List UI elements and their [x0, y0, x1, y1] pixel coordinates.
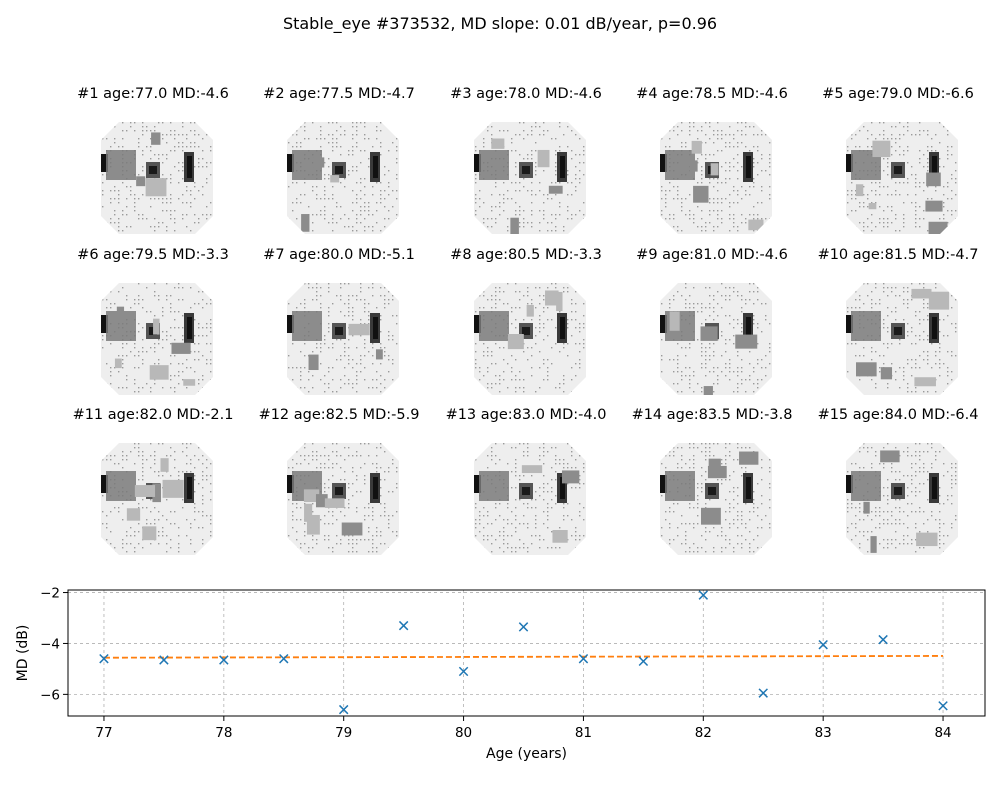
- visual-field-panel: #13 age:83.0 MD:-4.0: [433, 407, 619, 557]
- data-point: [398, 620, 409, 631]
- visual-field-pattern: [287, 122, 399, 234]
- visual-field-title: #14 age:83.5 MD:-3.8: [631, 407, 793, 423]
- md-trend-chart: 77 78 79 80 81 82 83 84 −6 −4 −2 Age (years) MD (dB): [15, 586, 986, 762]
- visual-field-pattern: [846, 122, 958, 234]
- visual-field-pattern: [474, 122, 586, 234]
- visual-field-map: [846, 443, 958, 555]
- visual-field-panel: #1 age:77.0 MD:-4.6: [60, 86, 246, 236]
- data-point: [338, 704, 349, 715]
- data-point: [99, 653, 109, 664]
- visual-field-pattern: [101, 283, 213, 395]
- visual-field-panel: #14 age:83.5 MD:-3.8: [619, 407, 805, 557]
- visual-field-panel: #15 age:84.0 MD:-6.4: [805, 407, 991, 557]
- visual-field-title: #6 age:79.5 MD:-3.3: [77, 247, 229, 263]
- visual-field-title: #8 age:80.5 MD:-3.3: [450, 247, 602, 263]
- visual-field-pattern: [474, 283, 586, 395]
- data-point: [938, 701, 948, 711]
- data-point: [458, 666, 469, 677]
- data-point: [878, 634, 888, 645]
- y-tick-label: −4: [40, 636, 60, 652]
- visual-field-panel: #11 age:82.0 MD:-2.1: [60, 407, 246, 557]
- visual-field-pattern: [660, 283, 772, 395]
- visual-field-map: [101, 122, 213, 234]
- visual-field-map: [660, 283, 772, 395]
- x-tick-label: 84: [934, 725, 951, 741]
- x-tick-label: 78: [215, 725, 232, 741]
- visual-field-title: #15 age:84.0 MD:-6.4: [817, 407, 979, 423]
- visual-field-title: #7 age:80.0 MD:-5.1: [263, 247, 415, 263]
- visual-field-map: [287, 283, 399, 395]
- data-point: [279, 653, 289, 664]
- visual-field-map: [474, 122, 586, 234]
- data-point: [219, 655, 229, 665]
- plot-frame: [67, 589, 986, 717]
- visual-field-panel: #12 age:82.5 MD:-5.9: [246, 407, 432, 557]
- x-axis-label: Age (years): [486, 746, 567, 762]
- x-tick-label: 80: [455, 725, 472, 741]
- visual-field-title: #3 age:78.0 MD:-4.6: [450, 86, 602, 102]
- visual-field-panel: #6 age:79.5 MD:-3.3: [60, 247, 246, 397]
- figure-title: Stable_eye #373532, MD slope: 0.01 dB/ye…: [282, 14, 718, 33]
- data-point: [159, 655, 169, 665]
- visual-field-panel: #8 age:80.5 MD:-3.3: [433, 247, 619, 397]
- visual-field-map: [846, 122, 958, 234]
- visual-field-title: #12 age:82.5 MD:-5.9: [258, 407, 420, 423]
- visual-field-map: [287, 122, 399, 234]
- data-point: [758, 688, 768, 698]
- data-point: [818, 639, 828, 650]
- visual-field-pattern: [287, 443, 399, 555]
- visual-field-pattern: [660, 443, 772, 555]
- visual-field-map: [660, 443, 772, 555]
- visual-field-panel: #5 age:79.0 MD:-6.6: [805, 86, 991, 236]
- visual-field-map: [101, 283, 213, 395]
- visual-field-panel: #4 age:78.5 MD:-4.6: [619, 86, 805, 236]
- y-tick-label: −6: [40, 687, 60, 703]
- visual-field-title: #10 age:81.5 MD:-4.7: [817, 247, 979, 263]
- visual-field-pattern: [846, 283, 958, 395]
- x-tick-label: 82: [695, 725, 712, 741]
- data-point: [518, 622, 529, 632]
- y-tick-label: −2: [40, 586, 60, 602]
- data-point: [578, 653, 589, 664]
- visual-field-panel: #10 age:81.5 MD:-4.7: [805, 247, 991, 397]
- x-tick-label: 81: [575, 725, 592, 741]
- visual-field-panel: #3 age:78.0 MD:-4.6: [433, 86, 619, 236]
- visual-field-title: #13 age:83.0 MD:-4.0: [445, 407, 607, 423]
- visual-field-pattern: [846, 443, 958, 555]
- visual-field-title: #2 age:77.5 MD:-4.7: [263, 86, 415, 102]
- visual-field-panel: #7 age:80.0 MD:-5.1: [246, 247, 432, 397]
- visual-field-title: #1 age:77.0 MD:-4.6: [77, 86, 229, 102]
- data-point: [638, 656, 649, 667]
- trend-line: [103, 655, 944, 659]
- x-tick-label: 83: [815, 725, 832, 741]
- visual-field-pattern: [101, 443, 213, 555]
- visual-field-map: [287, 443, 399, 555]
- visual-field-title: #4 age:78.5 MD:-4.6: [636, 86, 788, 102]
- data-point: [698, 590, 709, 600]
- visual-field-map: [474, 443, 586, 555]
- visual-field-pattern: [660, 122, 772, 234]
- visual-field-map: [846, 283, 958, 395]
- x-tick-label: 77: [95, 725, 112, 741]
- visual-field-map: [101, 443, 213, 555]
- visual-field-panel: #2 age:77.5 MD:-4.7: [246, 86, 432, 236]
- y-axis-label: MD (dB): [15, 625, 31, 682]
- visual-field-title: #11 age:82.0 MD:-2.1: [72, 407, 234, 423]
- visual-field-panel: #9 age:81.0 MD:-4.6: [619, 247, 805, 397]
- visual-field-pattern: [474, 443, 586, 555]
- x-tick-label: 79: [335, 725, 352, 741]
- visual-field-grid: #1 age:77.0 MD:-4.6 #2 age:77.5 MD:-4.7 …: [60, 86, 991, 557]
- visual-field-title: #9 age:81.0 MD:-4.6: [636, 247, 788, 263]
- visual-field-title: #5 age:79.0 MD:-6.6: [822, 86, 974, 102]
- visual-field-map: [474, 283, 586, 395]
- visual-field-map: [660, 122, 772, 234]
- visual-field-pattern: [287, 283, 399, 395]
- visual-field-pattern: [101, 122, 213, 234]
